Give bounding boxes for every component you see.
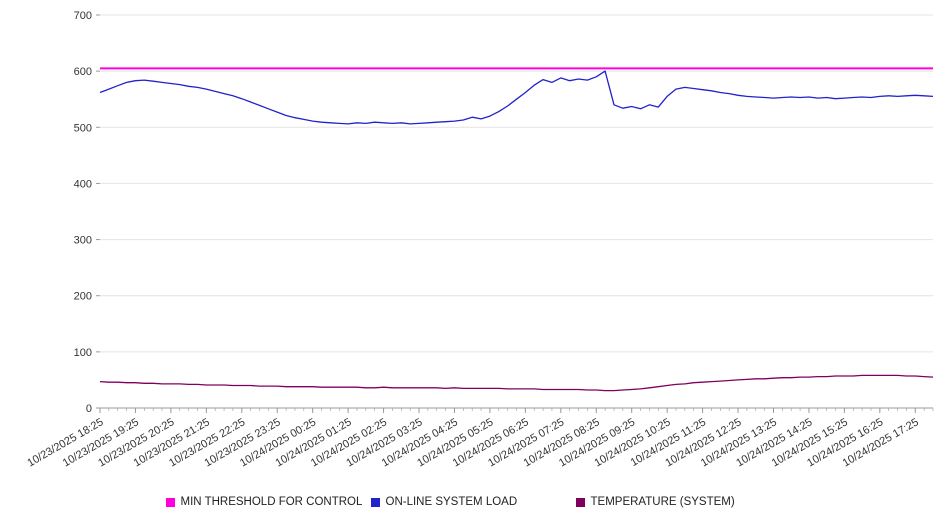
y-axis-tick-label: 500 [74, 122, 92, 134]
y-axis-tick-label: 0 [86, 403, 92, 415]
legend-item-system-load: ON-LINE SYSTEM LOAD [370, 496, 576, 508]
legend-swatch-temperature [575, 497, 585, 507]
y-axis-tick-label: 100 [74, 347, 92, 359]
legend-label-min-threshold: MIN THRESHOLD FOR CONTROL [180, 496, 363, 508]
y-axis-tick-label: 200 [74, 291, 92, 303]
chart-area: 0 100 200 300 400 500 600 700 10/23/2025 18:25 10… [25, 10, 934, 469]
legend-swatch-min-threshold [165, 497, 175, 507]
y-axis-tick-label: 400 [74, 178, 92, 190]
legend-label-temperature: TEMPERATURE (SYSTEM) [590, 496, 735, 508]
chart-legend: MIN THRESHOLD FOR CONTROL ON-LINE SYSTEM… [0, 496, 946, 508]
y-axis-tick-label: 600 [74, 66, 92, 78]
legend-swatch-system-load [370, 497, 380, 507]
series-line [99, 70, 934, 125]
y-axis-tick-label: 700 [74, 10, 92, 22]
legend-label-system-load: ON-LINE SYSTEM LOAD [385, 496, 518, 508]
y-axis-tick-label: 300 [74, 235, 92, 247]
legend-item-min-threshold: MIN THRESHOLD FOR CONTROL [165, 496, 371, 508]
series-line [99, 374, 934, 392]
legend-item-temperature: TEMPERATURE (SYSTEM) [575, 496, 781, 508]
